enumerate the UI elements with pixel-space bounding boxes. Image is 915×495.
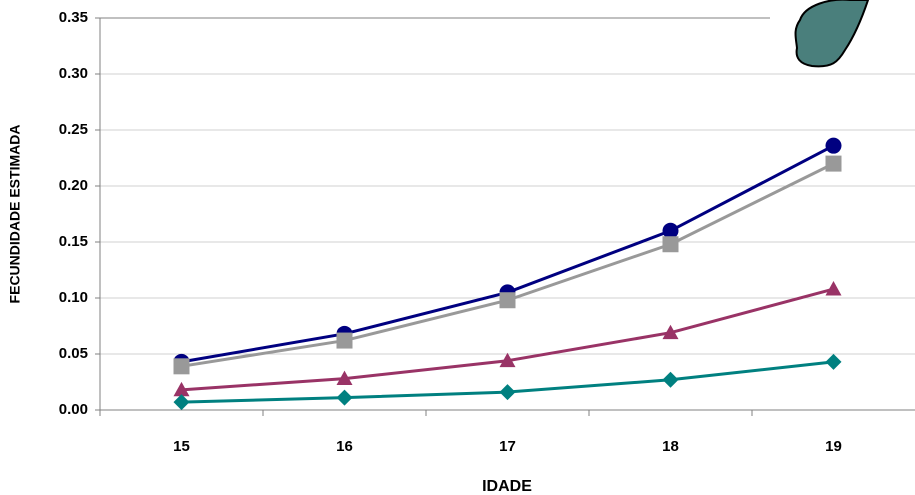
decoration-blob [794,0,870,68]
point [662,324,679,340]
y-tick-label: 0.10 [59,289,88,306]
point [662,222,679,239]
point [336,370,353,386]
y-tick-label: 0.20 [59,177,88,194]
x-tick-label: 19 [825,438,842,455]
point [499,292,516,309]
point [499,384,516,401]
point [825,137,842,154]
y-tick-label: 0.00 [59,401,88,418]
point [825,353,842,370]
point [662,236,679,253]
point [336,332,353,349]
point [825,281,842,296]
y-tick-label: 0.30 [59,65,88,82]
point [499,352,516,368]
point [173,381,190,397]
y-tick-label: 0.15 [59,233,88,250]
point [662,371,679,388]
y-tick-label: 0.05 [59,345,88,362]
point [336,389,353,406]
x-axis-label: IDADE [482,478,532,495]
x-tick-label: 17 [499,438,516,455]
x-tick-label: 16 [336,438,353,455]
point [173,394,190,411]
y-tick-label: 0.25 [59,121,88,138]
point [825,155,842,172]
x-tick-label: 15 [173,438,190,455]
point [173,358,190,375]
y-tick-label: 0.35 [59,9,88,26]
y-axis-label: FECUNDIDADE ESTIMADA [7,125,23,304]
x-tick-label: 18 [662,438,679,455]
